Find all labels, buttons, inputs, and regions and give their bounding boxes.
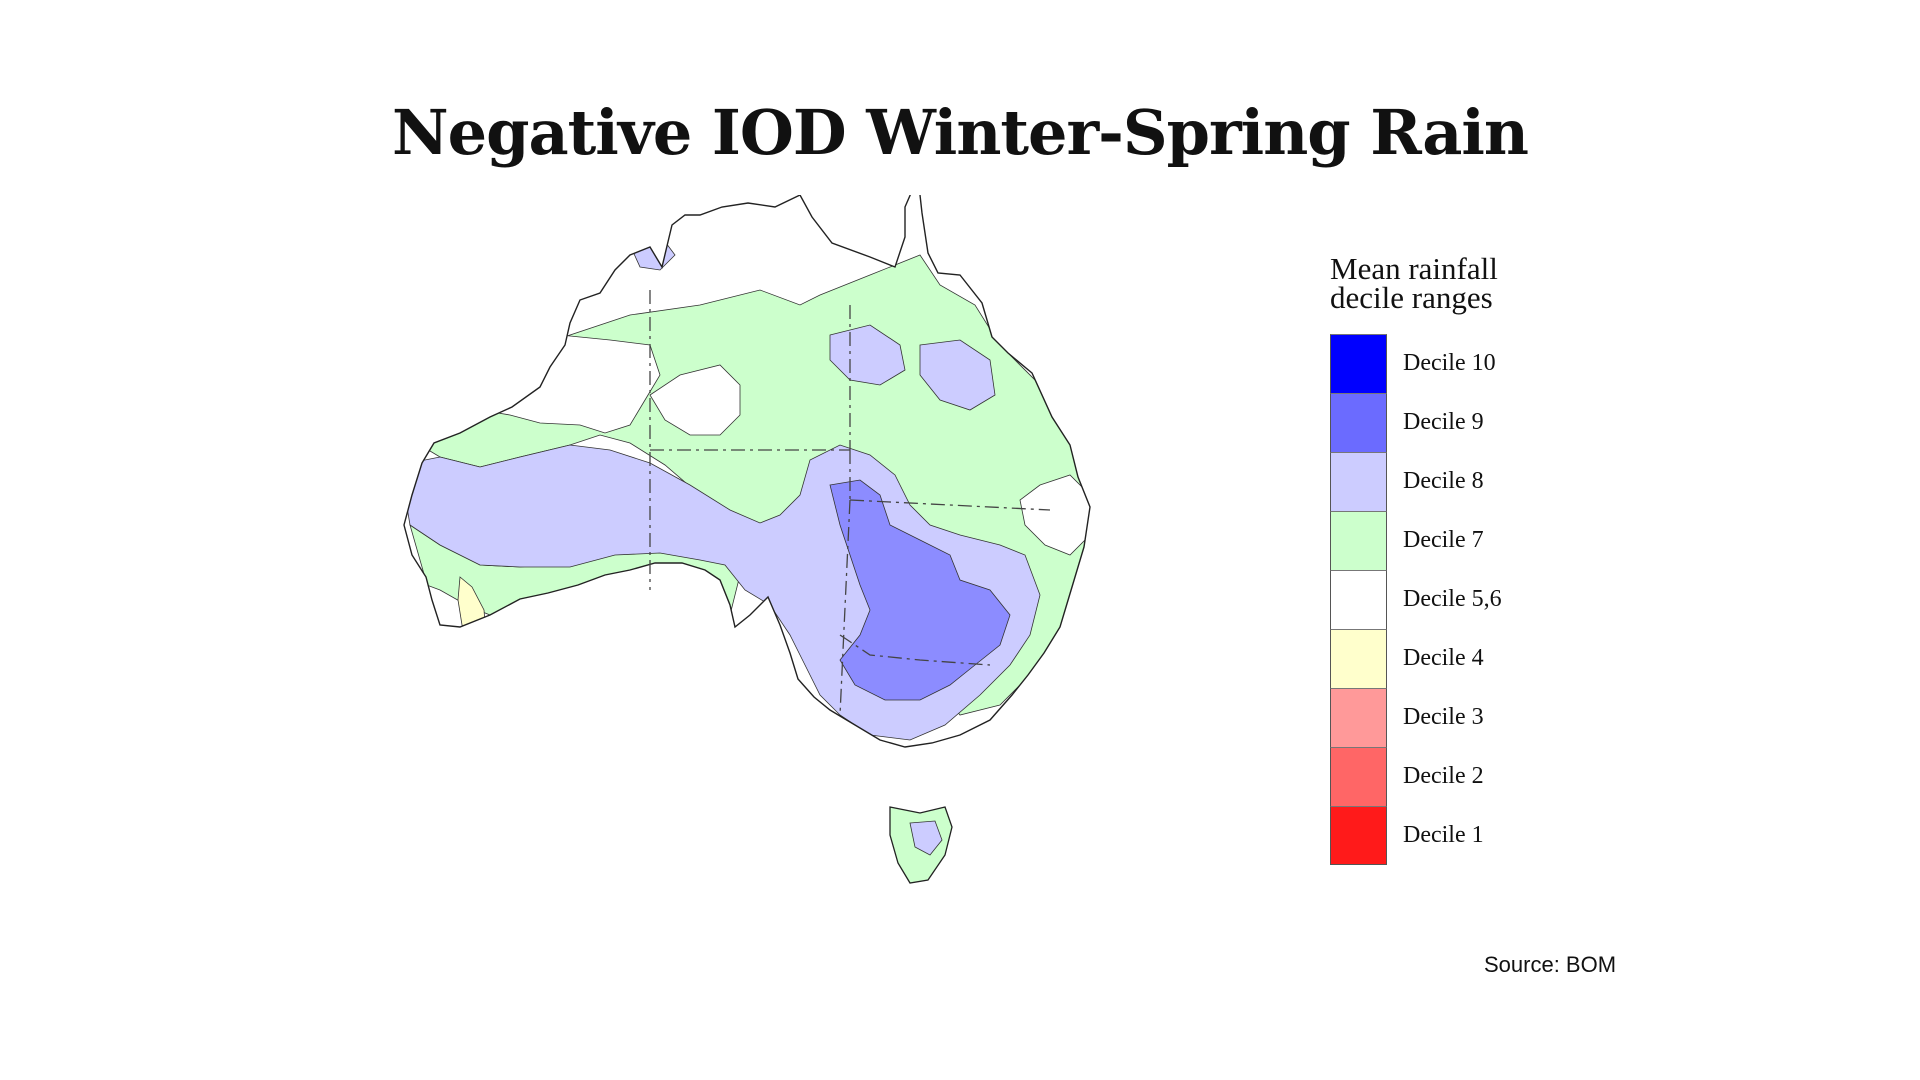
- legend-item-decile-1: Decile 1: [1330, 806, 1690, 865]
- legend-label: Decile 10: [1403, 350, 1496, 376]
- legend-swatch: [1330, 629, 1387, 688]
- region-decile-8-qld-east: [919, 339, 996, 411]
- legend-label: Decile 8: [1403, 468, 1484, 494]
- legend-list: Decile 10 Decile 9 Decile 8 Decile 7 Dec…: [1330, 334, 1690, 865]
- legend-item-decile-5-6: Decile 5,6: [1330, 570, 1690, 629]
- legend-item-decile-2: Decile 2: [1330, 747, 1690, 806]
- region-decile-5-6-kimberley: [419, 334, 661, 434]
- source-credit: Source: BOM: [1484, 952, 1617, 977]
- legend-item-decile-9: Decile 9: [1330, 393, 1690, 452]
- legend-label: Decile 9: [1403, 409, 1484, 435]
- legend-title: Mean rainfall decile ranges: [1330, 251, 1690, 315]
- legend-swatch: [1330, 570, 1387, 629]
- legend-swatch: [1330, 511, 1387, 570]
- legend-label: Decile 3: [1403, 704, 1484, 730]
- region-decile-5-6-centre-north: [649, 364, 741, 436]
- legend: Mean rainfall decile ranges Decile 10 De…: [1330, 251, 1690, 865]
- legend-item-decile-4: Decile 4: [1330, 629, 1690, 688]
- legend-swatch: [1330, 334, 1387, 393]
- legend-label: Decile 2: [1403, 763, 1484, 789]
- legend-title-line-1: Mean rainfall: [1330, 251, 1498, 286]
- page-title: Negative IOD Winter-Spring Rain: [391, 96, 1529, 169]
- legend-item-decile-10: Decile 10: [1330, 334, 1690, 393]
- region-decile-9-murray-darling: [829, 479, 1011, 701]
- legend-label: Decile 5,6: [1403, 586, 1502, 612]
- legend-item-decile-8: Decile 8: [1330, 452, 1690, 511]
- legend-swatch: [1330, 688, 1387, 747]
- legend-label: Decile 4: [1403, 645, 1484, 671]
- coastline: [403, 195, 1091, 748]
- legend-label: Decile 7: [1403, 527, 1484, 553]
- legend-swatch: [1330, 452, 1387, 511]
- legend-title-line-2: decile ranges: [1330, 280, 1493, 315]
- state-borders: [649, 290, 1051, 716]
- legend-item-decile-3: Decile 3: [1330, 688, 1690, 747]
- legend-swatch: [1330, 806, 1387, 865]
- australia-rainfall-map: [403, 195, 1091, 884]
- legend-swatch: [1330, 747, 1387, 806]
- tasmania-decile-8: [909, 820, 943, 856]
- legend-label: Decile 1: [1403, 822, 1484, 848]
- region-decile-8-queensland: [829, 324, 906, 386]
- legend-item-decile-7: Decile 7: [1330, 511, 1690, 570]
- legend-swatch: [1330, 393, 1387, 452]
